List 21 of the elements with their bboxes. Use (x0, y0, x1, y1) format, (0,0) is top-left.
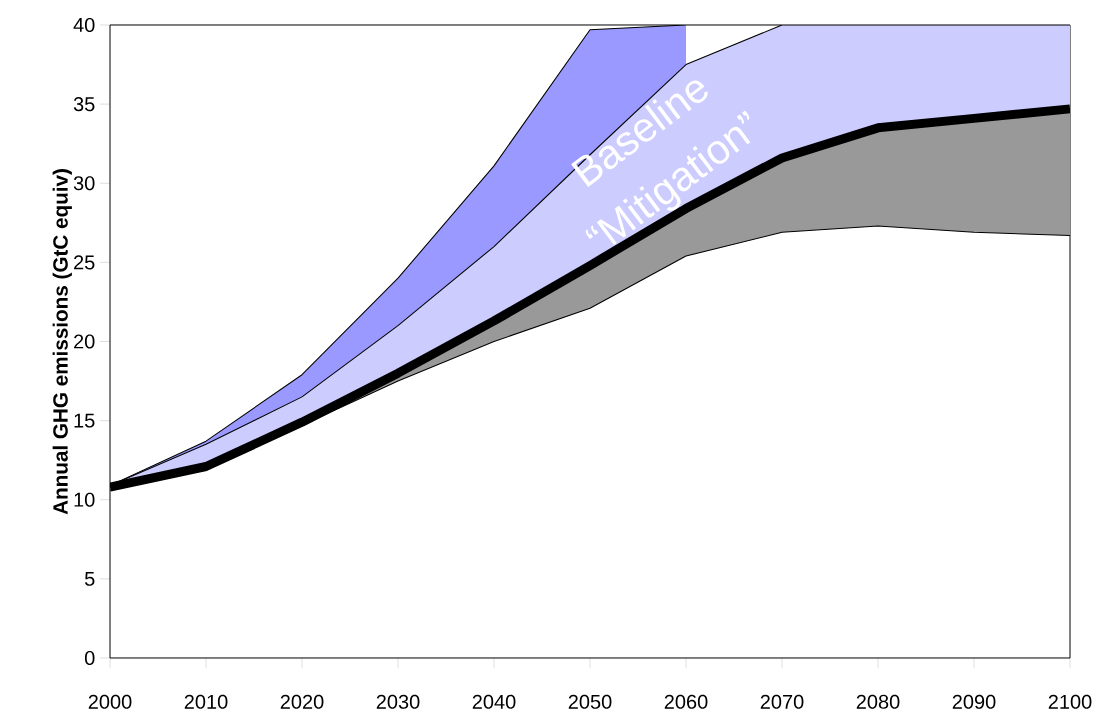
x-tick-label: 2030 (376, 694, 420, 709)
y-tick-label: 10 (74, 492, 95, 507)
y-axis-title: Annual GHG emissions (GtC equiv) (52, 169, 72, 515)
x-tick-label: 2090 (952, 694, 996, 709)
y-tick-label: 40 (73, 17, 95, 33)
y-tick-label: 5 (84, 571, 95, 586)
y-tick-label: 0 (84, 650, 95, 666)
x-tick-label: 2040 (472, 694, 516, 709)
y-tick-label: 30 (73, 176, 95, 191)
x-tick-label: 2020 (280, 694, 324, 709)
x-tick-label: 2100 (1048, 694, 1092, 709)
x-tick-label: 2070 (760, 694, 804, 709)
y-tick-label: 25 (74, 255, 95, 270)
y-tick-label: 35 (73, 97, 95, 112)
x-tick-label: 2050 (568, 694, 612, 709)
y-tick-label: 20 (74, 334, 95, 349)
x-tick-label: 2000 (88, 694, 132, 709)
x-tick-label: 2060 (664, 694, 708, 709)
y-tick-label: 15 (74, 413, 95, 428)
x-tick-label: 2010 (184, 694, 228, 709)
x-tick-label: 2080 (856, 694, 900, 709)
